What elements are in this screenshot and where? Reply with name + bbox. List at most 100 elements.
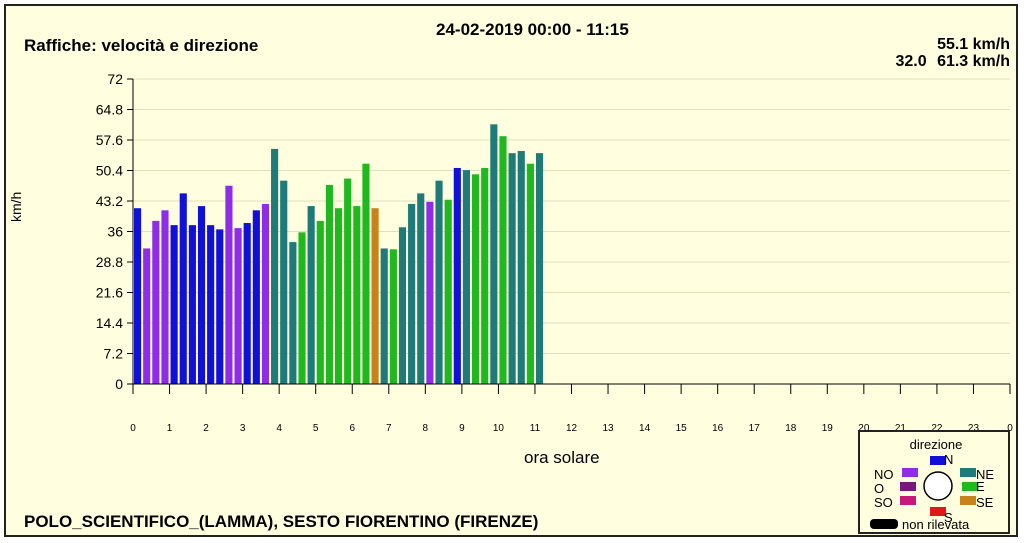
x-tick-label: 12 bbox=[566, 423, 578, 434]
legend-swatch-no bbox=[902, 468, 918, 477]
bar bbox=[252, 210, 260, 384]
x-tick-label: 20 bbox=[858, 423, 870, 434]
x-tick-label: 21 bbox=[895, 423, 907, 434]
stats-line: 32.0 61.3 km/h bbox=[895, 53, 1010, 71]
bar bbox=[152, 220, 160, 384]
x-tick-label: 0 bbox=[1007, 423, 1013, 434]
bar bbox=[280, 180, 288, 384]
bar bbox=[453, 167, 461, 384]
station-name: POLO_SCIENTIFICO_(LAMMA), SESTO FIORENTI… bbox=[24, 512, 539, 531]
bar bbox=[353, 206, 361, 384]
legend-swatch-s bbox=[930, 507, 946, 516]
bar bbox=[535, 153, 544, 384]
stats-max: 61.3 km/h bbox=[937, 53, 1010, 70]
legend-swatch-so bbox=[900, 496, 916, 505]
legend-title: direzione bbox=[910, 437, 963, 452]
legend-label-ne: NE bbox=[976, 467, 994, 482]
bar bbox=[508, 153, 516, 384]
bar bbox=[481, 167, 489, 384]
y-tick-label: 72 bbox=[107, 71, 123, 87]
legend-swatch-n bbox=[930, 456, 946, 465]
bar bbox=[462, 170, 471, 384]
legend-swatch-missing bbox=[870, 519, 898, 529]
bar bbox=[444, 199, 452, 384]
bar bbox=[334, 208, 343, 384]
bar bbox=[197, 206, 206, 384]
bar bbox=[426, 201, 434, 384]
y-tick-label: 21.6 bbox=[96, 285, 123, 301]
legend-swatch-ne bbox=[960, 468, 976, 477]
x-tick-label: 9 bbox=[459, 423, 465, 434]
y-tick-label: 28.8 bbox=[96, 254, 123, 270]
x-tick-label: 19 bbox=[822, 423, 834, 434]
stats-min: 32.0 bbox=[895, 53, 927, 70]
y-tick-label: 7.2 bbox=[104, 346, 124, 362]
bar bbox=[234, 228, 242, 384]
bar bbox=[216, 229, 224, 384]
bar bbox=[389, 249, 397, 384]
legend-label-se: SE bbox=[976, 495, 994, 510]
bar bbox=[261, 203, 270, 384]
x-tick-label: 5 bbox=[313, 423, 319, 434]
x-tick-label: 6 bbox=[349, 423, 355, 434]
bar bbox=[325, 184, 333, 384]
bar bbox=[398, 227, 407, 384]
bar bbox=[499, 136, 507, 384]
bar bbox=[188, 225, 196, 384]
bar bbox=[134, 208, 142, 384]
y-tick-label: 36 bbox=[107, 224, 123, 240]
x-tick-label: 11 bbox=[530, 423, 541, 434]
x-axis-label: ora solare bbox=[524, 448, 600, 467]
y-tick-label: 64.8 bbox=[96, 102, 123, 118]
y-tick-label: 43.2 bbox=[96, 193, 123, 209]
bar bbox=[435, 180, 443, 384]
legend-label-o: O bbox=[874, 481, 884, 496]
x-tick-label: 10 bbox=[493, 423, 505, 434]
legend-label-so: SO bbox=[874, 495, 893, 510]
bar bbox=[307, 206, 315, 384]
legend-label-no: NO bbox=[874, 467, 894, 482]
bar bbox=[417, 193, 425, 384]
x-tick-label: 7 bbox=[386, 423, 392, 434]
x-tick-label: 3 bbox=[240, 423, 246, 434]
legend-label-s: S bbox=[944, 510, 953, 525]
y-axis-label: km/h bbox=[8, 191, 24, 222]
bar bbox=[225, 185, 233, 384]
y-tick-label: 14.4 bbox=[96, 315, 123, 331]
bar bbox=[271, 148, 279, 384]
legend-label-e: E bbox=[976, 479, 985, 494]
bar bbox=[316, 220, 324, 384]
bar bbox=[161, 210, 169, 384]
x-tick-label: 1 bbox=[167, 423, 173, 434]
bar bbox=[289, 242, 297, 384]
bar bbox=[207, 225, 215, 384]
bar bbox=[408, 203, 416, 384]
bar bbox=[526, 163, 534, 384]
bar bbox=[298, 232, 306, 384]
x-tick-label: 16 bbox=[712, 423, 724, 434]
y-tick-label: 57.6 bbox=[96, 132, 123, 148]
legend-swatch-e bbox=[962, 482, 978, 491]
bar bbox=[517, 151, 525, 384]
x-tick-label: 4 bbox=[276, 423, 282, 434]
legend-swatch-se bbox=[960, 496, 976, 505]
bar bbox=[362, 163, 370, 384]
bar bbox=[179, 193, 187, 384]
direction-legend: direzione N NE E SE S SO O NO non rilevata bbox=[858, 430, 1010, 534]
x-tick-label: 23 bbox=[968, 423, 980, 434]
compass-circle bbox=[923, 471, 953, 501]
legend-label-n: N bbox=[944, 452, 953, 467]
x-tick-label: 8 bbox=[423, 423, 429, 434]
x-tick-label: 0 bbox=[130, 423, 136, 434]
x-tick-label: 2 bbox=[203, 423, 209, 434]
max-gust-label: 55.1 km/h bbox=[937, 36, 1010, 53]
y-tick-label: 50.4 bbox=[96, 163, 123, 179]
bar bbox=[380, 248, 388, 384]
bar bbox=[243, 223, 251, 384]
y-tick-label: 0 bbox=[115, 376, 123, 392]
x-tick-label: 14 bbox=[639, 423, 651, 434]
chart-subtitle: 24-02-2019 00:00 - 11:15 bbox=[436, 20, 629, 39]
bar bbox=[170, 225, 178, 384]
